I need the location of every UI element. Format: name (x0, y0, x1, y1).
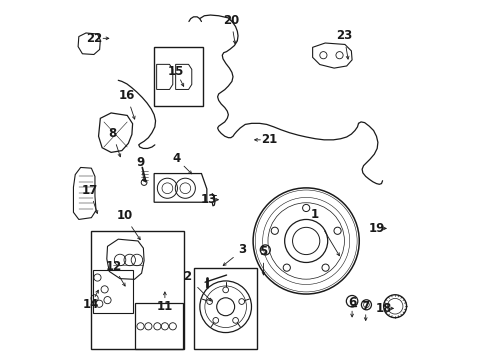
Bar (93, 270, 133, 313)
Text: 7: 7 (361, 300, 369, 313)
Text: 3: 3 (238, 243, 246, 256)
Bar (154, 47, 202, 107)
Text: 19: 19 (367, 222, 384, 235)
Text: 22: 22 (86, 32, 102, 45)
Text: 8: 8 (108, 127, 117, 140)
Text: 16: 16 (119, 89, 135, 102)
Text: 17: 17 (81, 184, 98, 197)
Text: 1: 1 (310, 208, 318, 221)
Circle shape (206, 299, 212, 305)
Bar (194, 267, 257, 349)
Text: 11: 11 (157, 300, 173, 313)
Bar (91, 231, 184, 349)
Circle shape (302, 204, 309, 212)
Circle shape (223, 287, 228, 293)
Circle shape (232, 318, 238, 323)
Text: 5: 5 (259, 245, 267, 258)
Text: 18: 18 (375, 302, 391, 315)
Text: 4: 4 (172, 152, 180, 165)
Bar (135, 303, 183, 349)
Circle shape (238, 299, 244, 305)
Circle shape (271, 227, 278, 234)
Text: 21: 21 (260, 133, 276, 146)
Text: 20: 20 (223, 14, 239, 27)
Text: 12: 12 (105, 260, 122, 273)
Circle shape (333, 227, 341, 234)
Text: 13: 13 (200, 193, 216, 206)
Circle shape (283, 264, 290, 271)
Text: 23: 23 (335, 29, 351, 42)
Circle shape (212, 318, 218, 323)
Text: 2: 2 (183, 270, 191, 283)
Text: 14: 14 (82, 298, 99, 311)
Circle shape (321, 264, 328, 271)
Text: 9: 9 (136, 156, 144, 169)
Text: 15: 15 (168, 65, 184, 78)
Text: 10: 10 (116, 210, 132, 222)
Text: 6: 6 (347, 296, 355, 309)
